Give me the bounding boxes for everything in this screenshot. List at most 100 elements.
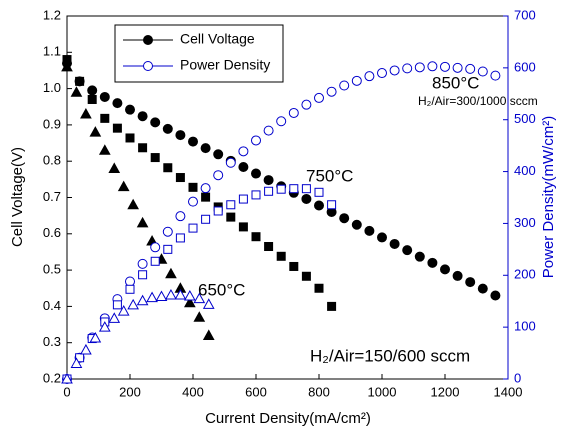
point xyxy=(75,76,85,86)
legend-label: Power Density xyxy=(180,57,270,73)
point xyxy=(136,294,149,306)
x-tick-label: 200 xyxy=(119,384,141,399)
point xyxy=(163,163,173,173)
point xyxy=(301,99,312,110)
point xyxy=(80,343,92,355)
point xyxy=(108,162,121,173)
y2-tick-label: 600 xyxy=(514,59,536,74)
point xyxy=(108,312,121,323)
point xyxy=(112,300,122,310)
point xyxy=(301,193,312,204)
x-tick-label: 400 xyxy=(182,384,204,399)
point xyxy=(184,289,196,301)
point xyxy=(136,216,149,228)
y2-tick-label: 700 xyxy=(514,7,536,22)
y2-axis-title: Power Density(mW/cm²) xyxy=(540,116,557,279)
point xyxy=(263,175,274,186)
point xyxy=(150,242,161,253)
y-tick-label: 0.3 xyxy=(43,334,61,349)
y-tick-label: 0.6 xyxy=(43,225,61,240)
point xyxy=(465,63,476,74)
legend-marker xyxy=(143,61,153,71)
point xyxy=(339,213,350,224)
y-tick-label: 1.0 xyxy=(43,80,61,95)
point xyxy=(326,86,337,97)
point xyxy=(70,357,83,368)
point xyxy=(175,211,186,222)
point xyxy=(314,200,324,211)
point xyxy=(125,104,135,115)
point xyxy=(99,91,110,102)
point xyxy=(150,153,160,163)
point xyxy=(193,292,206,304)
point xyxy=(339,80,350,91)
point xyxy=(477,283,488,294)
point xyxy=(327,200,337,210)
point xyxy=(452,62,463,73)
point xyxy=(238,146,249,157)
point xyxy=(276,116,287,127)
point xyxy=(80,107,92,119)
point xyxy=(276,184,286,194)
point xyxy=(87,94,97,104)
point xyxy=(162,226,173,237)
point xyxy=(125,133,135,143)
point xyxy=(251,168,261,179)
y-tick-label: 0.8 xyxy=(43,153,61,168)
x-tick-label: 0 xyxy=(63,384,70,399)
point xyxy=(61,372,73,384)
point xyxy=(414,62,425,73)
point xyxy=(125,276,135,287)
legend-marker xyxy=(143,35,153,45)
point xyxy=(188,223,198,233)
point xyxy=(98,144,111,155)
point xyxy=(155,290,168,302)
point xyxy=(490,70,501,81)
point xyxy=(389,65,400,76)
y-tick-label: 0.9 xyxy=(43,116,61,131)
y-tick-label: 1.1 xyxy=(43,44,61,59)
point xyxy=(137,258,148,269)
point xyxy=(440,61,450,72)
point xyxy=(184,296,196,308)
point xyxy=(127,298,139,310)
y-tick-label: 0.5 xyxy=(43,262,61,277)
x-tick-label: 1200 xyxy=(431,384,460,399)
y2-tick-label: 0 xyxy=(514,370,521,385)
point xyxy=(202,298,215,309)
y2-tick-label: 400 xyxy=(514,163,536,178)
point xyxy=(117,180,130,192)
point xyxy=(165,288,177,300)
y2-tick-label: 200 xyxy=(514,267,536,282)
point xyxy=(202,329,215,340)
x-tick-label: 1000 xyxy=(368,384,397,399)
point xyxy=(427,61,438,72)
point xyxy=(162,123,173,134)
point xyxy=(465,277,476,288)
x-tick-label: 600 xyxy=(245,384,267,399)
point xyxy=(314,187,324,197)
point xyxy=(213,149,224,160)
point xyxy=(150,117,161,128)
point xyxy=(490,290,501,301)
point xyxy=(251,232,261,242)
point xyxy=(238,222,248,232)
point xyxy=(125,284,135,294)
point xyxy=(175,233,185,243)
point xyxy=(138,143,148,153)
legend-label: Cell Voltage xyxy=(180,31,255,47)
point xyxy=(427,257,438,268)
point xyxy=(351,75,362,86)
point xyxy=(213,206,223,216)
point xyxy=(251,190,261,200)
point xyxy=(351,219,362,230)
y-tick-label: 0.4 xyxy=(43,298,61,313)
point xyxy=(112,123,122,133)
point xyxy=(163,244,173,254)
point xyxy=(175,130,186,141)
point xyxy=(364,225,375,236)
point xyxy=(200,143,211,154)
annotation: 750°C xyxy=(306,166,353,185)
point xyxy=(289,184,299,194)
point xyxy=(238,162,249,173)
